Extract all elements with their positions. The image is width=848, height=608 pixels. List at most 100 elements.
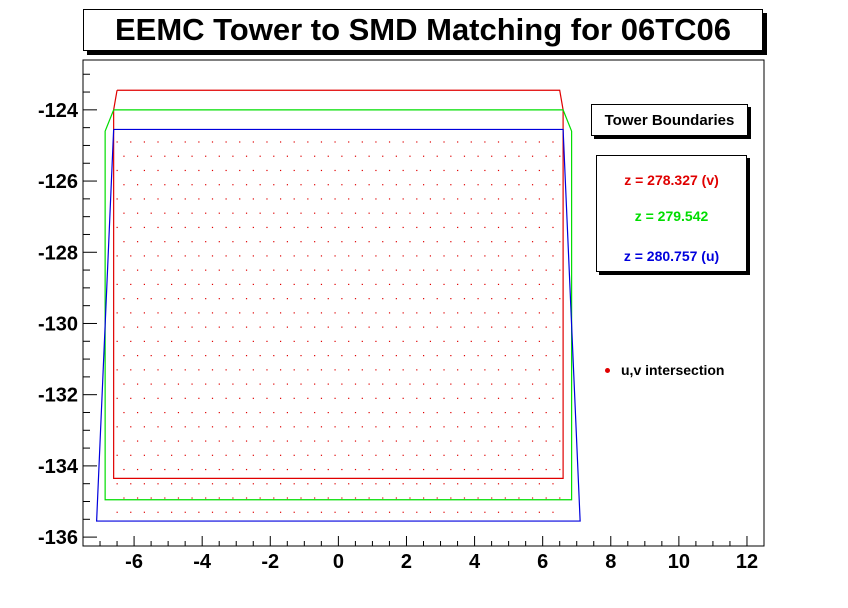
intersection-point-855 [531, 155, 534, 157]
intersection-point-830 [191, 155, 193, 157]
intersection-point-664 [171, 226, 173, 229]
intersection-point-755 [511, 198, 513, 200]
intersection-point-842 [354, 155, 357, 157]
intersection-point-201 [157, 426, 159, 428]
intersection-point-396 [116, 340, 118, 342]
intersection-point-348 [361, 369, 363, 371]
intersection-point-447 [368, 326, 370, 328]
intersection-point-148 [334, 454, 336, 456]
intersection-point-628 [136, 241, 139, 243]
intersection-point-99 [123, 468, 125, 471]
series-line-2 [95, 128, 581, 522]
intersection-point-11 [266, 511, 268, 513]
intersection-point-293 [511, 397, 513, 399]
intersection-point-777 [368, 184, 370, 186]
intersection-point-443 [314, 326, 316, 328]
intersection-point-549 [402, 283, 404, 286]
intersection-point-360 [525, 369, 527, 371]
intersection-point-37 [177, 497, 180, 499]
intersection-point-383 [395, 355, 397, 357]
intersection-point-98 [552, 483, 554, 485]
intersection-point-871 [293, 141, 295, 143]
intersection-point-321 [450, 383, 452, 385]
intersection-point-2 [143, 511, 145, 513]
intersection-point-879 [402, 141, 404, 143]
intersection-point-837 [286, 155, 288, 157]
intersection-point-453 [450, 326, 452, 328]
intersection-point-874 [334, 141, 336, 143]
x-tick-label-3: 0 [333, 551, 344, 573]
intersection-point-460 [545, 326, 547, 328]
intersection-point-189 [450, 440, 452, 442]
intersection-point-544 [334, 283, 336, 286]
intersection-point-153 [402, 454, 404, 456]
intersection-point-430 [136, 326, 139, 328]
intersection-point-503 [232, 298, 234, 300]
intersection-point-142 [252, 454, 254, 456]
intersection-point-587 [477, 269, 479, 271]
intersection-point-198 [116, 426, 118, 428]
intersection-point-853 [504, 155, 506, 157]
intersection-point-801 [239, 169, 241, 172]
intersection-point-456 [491, 326, 493, 328]
intersection-point-586 [463, 269, 466, 271]
intersection-point-273 [239, 397, 241, 399]
intersection-point-576 [327, 269, 329, 271]
intersection-point-96 [525, 483, 527, 485]
intersection-point-854 [518, 155, 520, 157]
intersection-point-629 [150, 241, 152, 243]
intersection-point-455 [477, 326, 479, 328]
intersection-point-154 [416, 454, 418, 456]
intersection-point-335 [184, 369, 186, 371]
intersection-point-527 [559, 298, 561, 300]
intersection-point-668 [225, 226, 227, 229]
intersection-point-111 [286, 468, 288, 471]
intersection-point-216 [361, 426, 363, 428]
intersection-point-872 [307, 141, 309, 143]
intersection-point-325 [504, 383, 506, 385]
intersection-point-432 [164, 326, 166, 328]
intersection-point-719 [477, 212, 479, 214]
intersection-point-589 [504, 269, 506, 271]
intersection-point-62 [518, 497, 520, 499]
intersection-point-753 [484, 198, 486, 200]
intersection-point-423 [484, 340, 486, 342]
intersection-point-21 [402, 511, 404, 513]
intersection-point-692 [552, 226, 554, 229]
intersection-point-307 [259, 383, 261, 385]
intersection-point-497 [150, 298, 152, 300]
intersection-point-78 [279, 483, 282, 485]
intersection-point-543 [320, 283, 323, 286]
intersection-point-561 [123, 269, 125, 271]
intersection-point-97 [538, 483, 540, 485]
intersection-point-663 [157, 226, 159, 229]
intersection-point-80 [307, 483, 309, 485]
legend-header: Tower Boundaries [604, 111, 735, 129]
intersection-point-888 [525, 141, 527, 143]
intersection-point-566 [191, 269, 193, 271]
intersection-point-627 [123, 241, 125, 243]
intersection-point-803 [266, 169, 268, 172]
intersection-point-458 [518, 326, 520, 328]
intersection-point-838 [300, 155, 302, 157]
intersection-point-152 [388, 454, 391, 456]
intersection-point-521 [477, 298, 479, 300]
intersection-point-792 [116, 169, 118, 172]
intersection-point-240 [245, 411, 248, 414]
intersection-point-684 [443, 226, 445, 229]
intersection-point-286 [416, 397, 418, 399]
intersection-point-431 [150, 326, 152, 328]
intersection-point-835 [259, 155, 261, 157]
intersection-point-459 [531, 326, 534, 328]
intersection-point-520 [463, 298, 466, 300]
intersection-point-333 [157, 369, 159, 371]
intersection-point-177 [286, 440, 288, 442]
intersection-point-651 [450, 241, 452, 243]
intersection-point-885 [484, 141, 486, 143]
intersection-point-732 [198, 198, 200, 200]
intersection-point-604 [252, 255, 254, 257]
intersection-point-178 [300, 440, 302, 442]
intersection-point-44 [273, 497, 275, 499]
intersection-point-590 [518, 269, 520, 271]
